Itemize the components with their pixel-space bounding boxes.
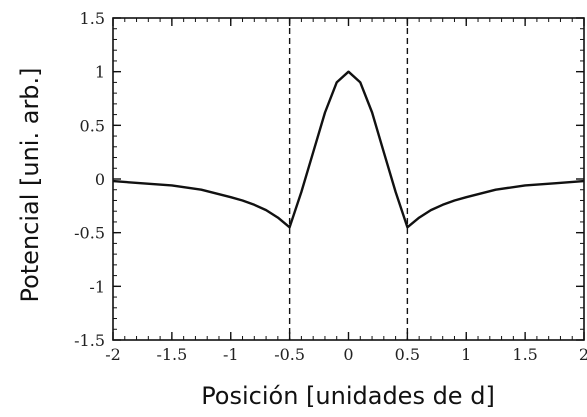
- y-tick-label: 1.5: [80, 9, 105, 28]
- y-tick-label: -1.5: [74, 331, 105, 350]
- x-tick-label: -2: [105, 345, 121, 364]
- potential-curve: [112, 70, 585, 229]
- x-tick-label: 1.5: [512, 345, 537, 364]
- plot-frame: [112, 17, 585, 341]
- x-tick-label: 0.5: [395, 345, 420, 364]
- x-tick-label: 1: [461, 345, 471, 364]
- x-tick-label: -1.5: [156, 345, 187, 364]
- y-tick-label: 1: [95, 63, 105, 82]
- y-tick-label: 0: [95, 170, 105, 189]
- x-axis-label: Posición [unidades de d]: [201, 382, 495, 410]
- x-tick-label: 2: [579, 345, 587, 364]
- y-tick-label: -0.5: [74, 224, 105, 243]
- x-tick-label: -1: [223, 345, 239, 364]
- y-tick-label: -1: [89, 277, 105, 296]
- x-tick-label: -0.5: [274, 345, 305, 364]
- y-axis-label: Potencial [uni. arb.]: [16, 67, 44, 302]
- x-tick-label: 0: [343, 345, 353, 364]
- y-tick-label: 0.5: [80, 116, 105, 135]
